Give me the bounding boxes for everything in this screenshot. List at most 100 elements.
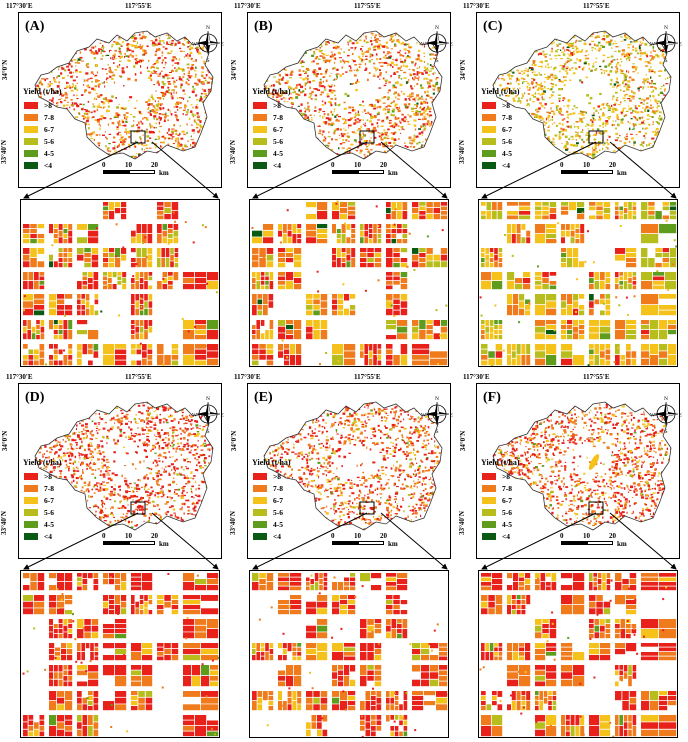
yield-pixel [493,133,494,136]
field-parcel [88,230,99,237]
yield-pixel [145,101,148,104]
yield-pixel [211,85,213,89]
yield-pixel [399,53,401,56]
field-speck [23,295,26,298]
yield-pixel [38,82,41,84]
legend-title: Yield (t/ha) [252,87,291,96]
yield-pixel [392,132,395,135]
field-parcel [77,305,81,310]
yield-pixel [70,147,73,150]
yield-pixel [413,119,417,122]
yield-pixel [350,143,354,146]
yield-pixel [352,32,355,34]
yield-pixel [401,28,403,29]
yield-pixel [378,69,381,72]
yield-pixel [427,87,430,89]
field-speck [106,285,109,288]
yield-pixel [572,108,574,110]
yield-pixel [312,28,314,29]
yield-pixel [394,105,397,107]
yield-pixel [116,132,119,136]
yield-pixel [127,49,131,51]
yield-pixel [272,93,275,96]
field-parcel [440,215,448,220]
yield-pixel [377,106,380,108]
yield-pixel [272,157,276,159]
yield-pixel [150,79,153,82]
yield-pixel [141,122,144,125]
yield-pixel [394,118,398,120]
yield-pixel [167,74,171,76]
yield-pixel [56,101,59,104]
yield-pixel [50,62,53,66]
yield-pixel [297,122,301,124]
yield-pixel [106,34,110,37]
yield-pixel [141,35,145,39]
yield-pixel [161,145,163,148]
yield-pixel [39,92,42,96]
yield-pixel [389,89,391,92]
field-parcel [286,272,294,281]
field-parcel [290,355,296,366]
field-speck [194,325,197,328]
field-parcel [332,211,340,220]
yield-pixel [65,85,69,89]
field-parcel [332,299,338,305]
yield-pixel [93,110,96,113]
yield-pixel [118,156,121,159]
field-parcel [90,305,94,316]
yield-pixel [161,81,164,84]
yield-pixel [157,75,161,77]
yield-pixel [350,25,351,27]
yield-pixel [267,61,270,63]
yield-pixel [98,118,102,120]
yield-pixel [349,156,351,159]
yield-pixel [265,56,268,59]
field-parcel [252,344,259,349]
yield-pixel [333,123,335,126]
yield-pixel [164,115,167,118]
yield-pixel [169,72,172,73]
field-parcel [88,224,99,230]
yield-pixel [298,24,300,26]
legend-label: >8 [44,100,53,110]
yield-pixel [520,31,523,33]
field-parcel [344,344,356,351]
field-parcel [136,248,142,258]
field-parcel [142,344,147,351]
field-parcel [58,253,63,258]
yield-pixel [394,43,397,46]
yield-pixel [264,156,266,159]
yield-pixel [294,27,296,29]
yield-pixel [615,132,619,135]
yield-pixel [374,136,377,139]
yield-pixel [613,59,616,61]
field-parcel [341,263,346,268]
yield-pixel [368,72,371,74]
yield-pixel [153,115,157,118]
yield-pixel [430,156,433,159]
zoomed-field-map [249,199,449,367]
yield-pixel [90,138,93,139]
yield-pixel [118,120,121,123]
yield-pixel [146,128,148,131]
zoom-connector-lines [23,141,219,199]
yield-pixel [407,153,409,156]
yield-pixel [178,76,181,79]
yield-pixel [210,128,213,131]
yield-pixel [128,100,130,102]
yield-pixel [100,24,102,25]
yield-pixel [292,29,293,31]
yield-pixel [38,43,40,46]
yield-pixel [363,59,365,61]
yield-pixel [71,117,73,120]
yield-pixel [327,59,331,62]
field-parcel [306,237,317,244]
yield-pixel [318,132,322,135]
longitude-label-west: 117°30'E [234,2,261,10]
field-parcel [131,284,135,290]
yield-pixel [53,77,55,79]
field-parcel [412,333,419,340]
yield-pixel [57,136,59,139]
yield-pixel [131,125,134,128]
